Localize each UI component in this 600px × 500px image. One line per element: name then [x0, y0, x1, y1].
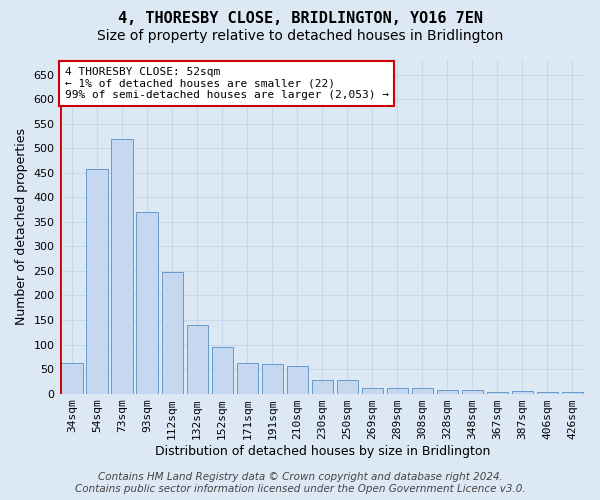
Text: Contains HM Land Registry data © Crown copyright and database right 2024.
Contai: Contains HM Land Registry data © Crown c…	[74, 472, 526, 494]
Bar	[187, 325, 208, 394]
Bar	[212, 347, 233, 394]
Bar	[337, 380, 358, 394]
Bar	[136, 212, 158, 394]
Bar	[287, 366, 308, 394]
Bar	[262, 364, 283, 394]
Bar	[462, 390, 483, 394]
Bar	[362, 388, 383, 394]
Bar	[412, 388, 433, 394]
Bar	[387, 388, 408, 394]
Text: 4 THORESBY CLOSE: 52sqm
← 1% of detached houses are smaller (22)
99% of semi-det: 4 THORESBY CLOSE: 52sqm ← 1% of detached…	[65, 67, 389, 100]
Bar	[512, 390, 533, 394]
Text: 4, THORESBY CLOSE, BRIDLINGTON, YO16 7EN: 4, THORESBY CLOSE, BRIDLINGTON, YO16 7EN	[118, 11, 482, 26]
Bar	[487, 392, 508, 394]
Bar	[61, 363, 83, 394]
Bar	[86, 169, 108, 394]
Bar	[311, 380, 333, 394]
Y-axis label: Number of detached properties: Number of detached properties	[15, 128, 28, 326]
Bar	[112, 139, 133, 394]
Bar	[236, 362, 258, 394]
Bar	[562, 392, 583, 394]
Bar	[537, 392, 558, 394]
X-axis label: Distribution of detached houses by size in Bridlington: Distribution of detached houses by size …	[155, 444, 490, 458]
Bar	[161, 272, 183, 394]
Bar	[437, 390, 458, 394]
Text: Size of property relative to detached houses in Bridlington: Size of property relative to detached ho…	[97, 29, 503, 43]
